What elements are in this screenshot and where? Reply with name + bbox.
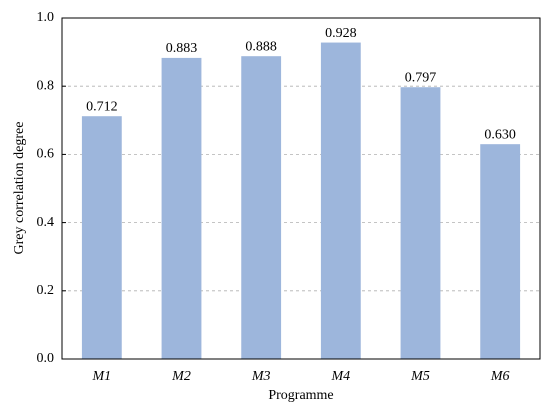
x-axis-label: Programme: [268, 388, 333, 403]
bar: [161, 57, 202, 359]
x-tick-label: M4: [330, 369, 350, 384]
value-label: 0.712: [86, 99, 118, 114]
y-tick-label: 0.8: [37, 78, 55, 93]
value-label: 0.797: [405, 70, 437, 85]
y-tick-label: 1.0: [37, 10, 55, 25]
y-tick-label: 0.2: [37, 283, 55, 298]
x-tick-label: M2: [171, 369, 191, 384]
bar: [241, 56, 282, 359]
value-label: 0.630: [484, 127, 516, 142]
value-label: 0.883: [166, 41, 198, 56]
x-tick-label: M3: [251, 369, 271, 384]
bar: [320, 42, 361, 359]
y-tick-label: 0.4: [37, 215, 55, 230]
bar: [81, 116, 122, 359]
y-tick-label: 0.0: [37, 351, 55, 366]
y-tick-label: 0.6: [37, 147, 55, 162]
plot-frame: [61, 17, 541, 360]
x-tick-label: M1: [91, 369, 111, 384]
value-label: 0.928: [325, 26, 357, 41]
bar: [400, 87, 441, 360]
x-tick-label: M6: [490, 369, 510, 384]
y-axis-label: Grey correlation degree: [12, 122, 27, 255]
bar: [480, 144, 521, 359]
value-label: 0.888: [245, 39, 277, 54]
x-tick-label: M5: [410, 369, 430, 384]
